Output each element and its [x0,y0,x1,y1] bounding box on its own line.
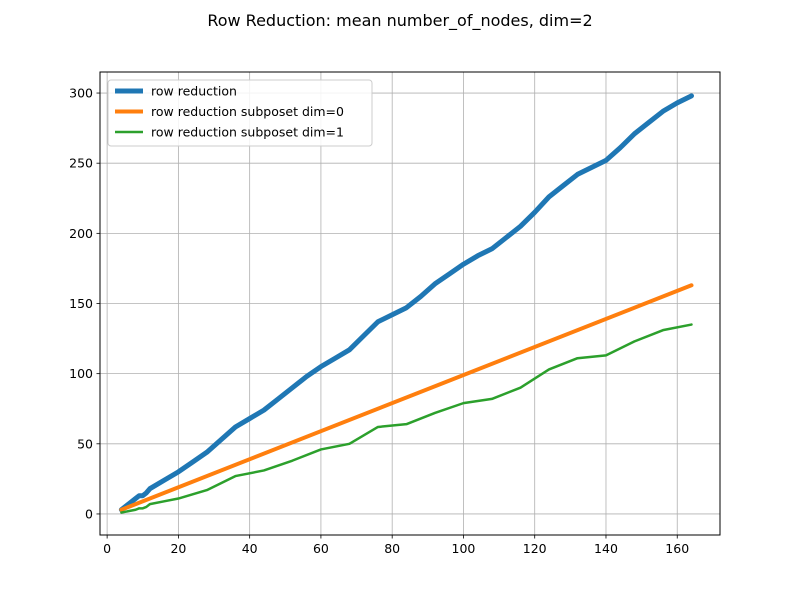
chart-title: Row Reduction: mean number_of_nodes, dim… [207,11,592,31]
x-tick-label: 60 [313,541,329,556]
x-tick-label: 80 [384,541,400,556]
y-tick-label: 300 [69,86,93,101]
x-axis: 0 20 40 60 80 100 120 140 160 [103,535,689,556]
x-tick-label: 40 [242,541,258,556]
legend-label: row reduction [151,84,237,99]
legend: row reduction row reduction subposet dim=… [107,79,373,147]
legend-label: row reduction subposet dim=1 [151,125,344,140]
y-tick-label: 50 [77,436,93,451]
y-tick-label: 100 [69,366,93,381]
x-tick-label: 0 [103,541,111,556]
legend-label: row reduction subposet dim=0 [151,104,344,119]
grid-lines [100,72,720,535]
x-tick-label: 160 [665,541,689,556]
y-tick-label: 150 [69,296,93,311]
y-tick-label: 200 [69,226,93,241]
x-tick-label: 100 [452,541,476,556]
x-tick-label: 140 [594,541,618,556]
legend-box [107,79,373,147]
x-tick-label: 20 [170,541,186,556]
x-tick-label: 120 [523,541,547,556]
series-layer [118,93,694,514]
y-tick-label: 250 [69,156,93,171]
y-tick-label: 0 [85,506,93,521]
series-line-2 [119,283,694,512]
series-line-3 [120,323,693,514]
y-axis: 0 50 100 150 200 250 300 [69,86,100,521]
series-line-1 [118,93,694,513]
